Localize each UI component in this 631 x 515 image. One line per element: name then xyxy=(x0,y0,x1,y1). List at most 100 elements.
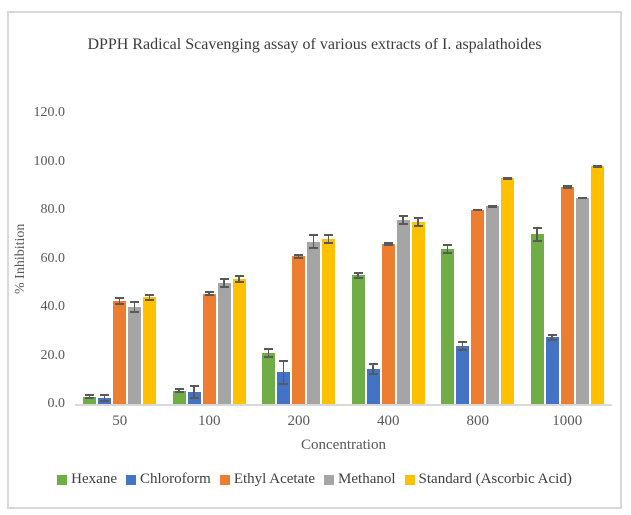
error-bar xyxy=(353,271,363,280)
error-bar xyxy=(85,394,95,400)
bar-methanol-1000 xyxy=(575,196,589,404)
bar-group-100 xyxy=(165,113,255,404)
error-bar-cap-bottom xyxy=(115,302,125,305)
error-bar xyxy=(368,362,378,375)
error-bar-line xyxy=(327,234,330,244)
error-bar xyxy=(264,348,274,358)
y-tick-label: 120.0 xyxy=(33,105,66,120)
error-bar-cap-bottom xyxy=(324,241,334,244)
error-bar-line xyxy=(118,297,121,305)
bar-standard-ascorbic-acid-400 xyxy=(411,217,425,404)
error-bar-cap-bottom xyxy=(309,246,319,249)
error-bar xyxy=(577,196,587,200)
error-bar xyxy=(234,275,244,283)
x-tick-label-100: 100 xyxy=(198,413,221,429)
error-bar xyxy=(174,388,184,394)
error-bar-cap-top xyxy=(353,271,363,274)
error-bar-cap-bottom xyxy=(219,285,229,288)
bar-hexane-800 xyxy=(441,243,455,404)
y-tick-label: 0.0 xyxy=(47,396,66,411)
error-bar-cap-top xyxy=(294,253,304,256)
error-bar-cap-bottom xyxy=(279,382,289,385)
error-bar xyxy=(219,277,229,288)
y-axis-tick-labels: 0.0 20.0 40.0 60.0 80.0 100.0 120.0 xyxy=(9,106,69,411)
error-bar-cap-bottom xyxy=(130,311,140,314)
bar-group-400 xyxy=(344,113,434,404)
error-bar-cap-bottom xyxy=(488,205,498,208)
x-axis-tick-labels: 50 100 200 400 800 1000 xyxy=(75,413,612,433)
error-bar-line xyxy=(103,394,106,402)
error-bar-cap-top xyxy=(309,234,319,237)
error-bar-cap-bottom xyxy=(189,397,199,400)
bar-standard-ascorbic-acid-100 xyxy=(232,275,246,404)
error-bar-cap-top xyxy=(189,384,199,387)
error-bar xyxy=(458,340,468,351)
x-tick-label-400: 400 xyxy=(377,413,400,429)
error-bar xyxy=(383,241,393,247)
error-bar-cap-top xyxy=(398,214,408,217)
error-bar-cap-bottom xyxy=(592,165,602,168)
error-bar-cap-bottom xyxy=(532,239,542,242)
legend-label: Methanol xyxy=(338,471,396,487)
bar-chloroform-100 xyxy=(187,384,201,404)
error-bar-cap-bottom xyxy=(562,187,572,190)
bar-hexane-100 xyxy=(172,388,186,404)
error-bar xyxy=(130,300,140,314)
bar-methanol-400 xyxy=(396,214,410,404)
error-bar-cap-top xyxy=(85,394,95,397)
legend-swatch-icon xyxy=(57,474,68,485)
bar-standard-ascorbic-acid-1000 xyxy=(590,165,604,404)
bar-group-50 xyxy=(75,113,165,404)
error-bar xyxy=(115,297,125,305)
error-bar-line xyxy=(88,394,91,400)
error-bar xyxy=(547,333,557,341)
y-tick-label: 80.0 xyxy=(40,202,66,217)
error-bar-cap-top xyxy=(413,217,423,220)
bar-ethyl-acetate-100 xyxy=(202,291,216,404)
error-bar-cap-bottom xyxy=(443,251,453,254)
error-bar-cap-top xyxy=(100,394,110,397)
bar-chloroform-800 xyxy=(456,340,470,404)
bar-ethyl-acetate-1000 xyxy=(560,184,574,404)
error-bar-cap-bottom xyxy=(368,372,378,375)
error-bar xyxy=(398,214,408,225)
error-bar-cap-top xyxy=(219,277,229,280)
error-bar xyxy=(562,184,572,190)
x-axis-title: Concentration xyxy=(301,437,386,453)
bar-standard-ascorbic-acid-50 xyxy=(143,293,157,404)
y-tick-label: 100.0 xyxy=(33,153,66,169)
error-bar-line xyxy=(387,241,389,247)
error-bar xyxy=(532,226,542,242)
bar-hexane-50 xyxy=(83,394,97,404)
error-bar-cap-bottom xyxy=(353,277,363,280)
error-bar xyxy=(488,205,498,208)
error-bar xyxy=(279,360,289,385)
legend-swatch-icon xyxy=(219,474,230,485)
bar-hexane-1000 xyxy=(530,226,544,404)
bar-group-1000 xyxy=(523,113,613,404)
error-bar-line xyxy=(461,340,464,351)
plot-area xyxy=(75,113,612,406)
bar-chloroform-400 xyxy=(366,362,380,404)
error-bar-cap-bottom xyxy=(204,294,214,297)
error-bar-cap-bottom xyxy=(383,244,393,247)
bar-ethyl-acetate-50 xyxy=(113,297,127,404)
legend-label: Ethyl Acetate xyxy=(233,471,316,487)
chart-title: DPPH Radical Scavenging assay of various… xyxy=(87,36,542,53)
error-bar-line xyxy=(238,275,240,283)
bar-methanol-800 xyxy=(486,205,500,404)
error-bar-cap-bottom xyxy=(503,177,513,180)
bar-methanol-200 xyxy=(307,234,321,404)
error-bar-cap-bottom xyxy=(577,197,587,200)
error-bar-cap-top xyxy=(145,293,155,296)
error-bar-cap-top xyxy=(368,362,378,365)
legend-item-hexane: Hexane xyxy=(57,471,117,488)
x-tick-label-200: 200 xyxy=(287,413,311,429)
error-bar-cap-bottom xyxy=(145,298,155,301)
bar-group-800 xyxy=(433,113,523,404)
bar-ethyl-acetate-200 xyxy=(292,253,306,404)
error-bar-line xyxy=(178,388,180,394)
error-bar xyxy=(324,234,334,244)
error-bar-cap-top xyxy=(115,297,125,300)
error-bar-cap-bottom xyxy=(398,222,408,225)
